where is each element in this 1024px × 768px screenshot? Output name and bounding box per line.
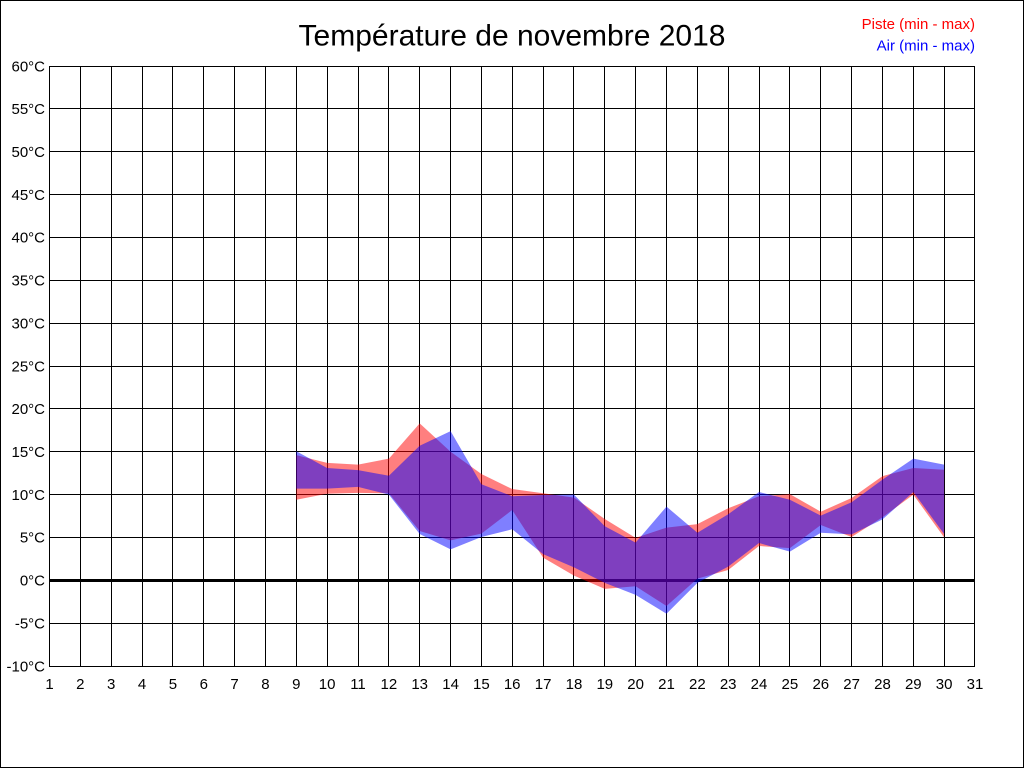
svg-text:50°C: 50°C <box>11 144 45 161</box>
svg-text:31: 31 <box>967 676 984 693</box>
svg-text:21: 21 <box>658 676 675 693</box>
svg-text:19: 19 <box>596 676 613 693</box>
svg-text:16: 16 <box>504 676 521 693</box>
svg-text:Piste (min - max): Piste (min - max) <box>862 16 975 33</box>
svg-text:15: 15 <box>473 676 490 693</box>
svg-text:20: 20 <box>627 676 644 693</box>
svg-text:10°C: 10°C <box>11 487 45 504</box>
svg-text:40°C: 40°C <box>11 230 45 247</box>
svg-text:2: 2 <box>76 676 84 693</box>
svg-text:45°C: 45°C <box>11 187 45 204</box>
svg-text:0°C: 0°C <box>20 573 45 590</box>
svg-text:15°C: 15°C <box>11 444 45 461</box>
svg-text:60°C: 60°C <box>11 58 45 75</box>
svg-text:35°C: 35°C <box>11 273 45 290</box>
svg-text:10: 10 <box>319 676 336 693</box>
svg-text:25°C: 25°C <box>11 358 45 375</box>
svg-text:27: 27 <box>843 676 860 693</box>
svg-text:55°C: 55°C <box>11 101 45 118</box>
svg-text:13: 13 <box>411 676 428 693</box>
svg-text:-10°C: -10°C <box>6 658 45 675</box>
svg-text:11: 11 <box>350 676 366 693</box>
svg-text:29: 29 <box>905 676 922 693</box>
svg-text:5: 5 <box>169 676 177 693</box>
svg-text:5°C: 5°C <box>20 530 45 547</box>
svg-text:30: 30 <box>936 676 953 693</box>
svg-text:-5°C: -5°C <box>15 615 45 632</box>
svg-text:6: 6 <box>200 676 208 693</box>
svg-text:7: 7 <box>230 676 238 693</box>
svg-text:23: 23 <box>720 676 737 693</box>
svg-text:30°C: 30°C <box>11 315 45 332</box>
svg-text:Air (min - max): Air (min - max) <box>877 38 975 55</box>
svg-text:Température de novembre 2018: Température de novembre 2018 <box>299 20 726 53</box>
svg-text:20°C: 20°C <box>11 401 45 418</box>
svg-text:14: 14 <box>442 676 459 693</box>
svg-text:3: 3 <box>107 676 115 693</box>
svg-text:8: 8 <box>261 676 269 693</box>
svg-text:25: 25 <box>782 676 799 693</box>
svg-text:17: 17 <box>535 676 552 693</box>
svg-text:12: 12 <box>381 676 398 693</box>
svg-text:26: 26 <box>812 676 829 693</box>
svg-text:1: 1 <box>45 676 53 693</box>
svg-text:18: 18 <box>566 676 583 693</box>
svg-text:28: 28 <box>874 676 891 693</box>
svg-text:9: 9 <box>292 676 300 693</box>
svg-text:22: 22 <box>689 676 706 693</box>
svg-text:24: 24 <box>751 676 768 693</box>
svg-text:4: 4 <box>138 676 146 693</box>
